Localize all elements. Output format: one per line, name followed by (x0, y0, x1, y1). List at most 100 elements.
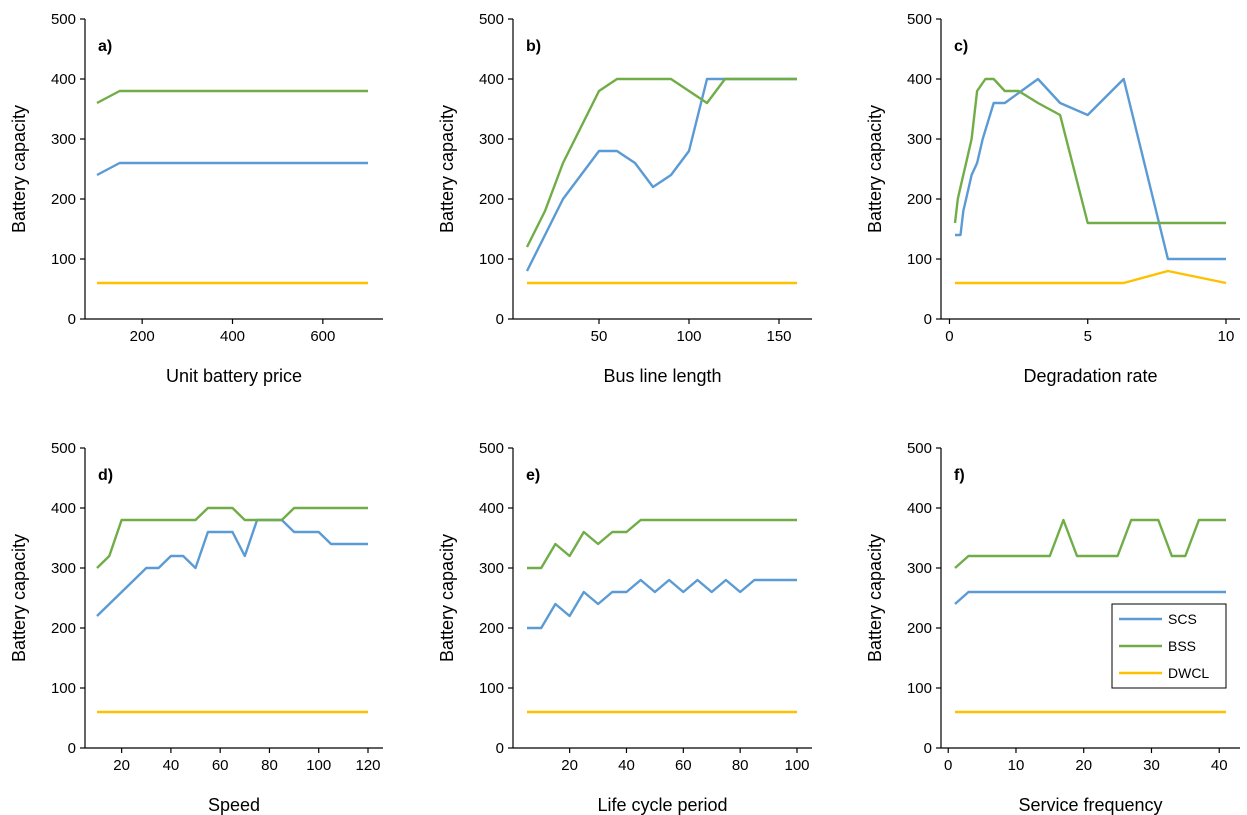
y-tick-label: 400 (479, 500, 504, 517)
x-tick-label: 100 (306, 757, 331, 774)
x-tick-label: 60 (675, 757, 692, 774)
x-tick-label: 10 (1008, 757, 1025, 774)
x-tick-label: 40 (1211, 757, 1228, 774)
panel-tag: d) (98, 467, 113, 484)
series-line-bss (954, 518, 1226, 569)
chart-panel-b: 0 100 200 300 400 500 50 100 150 Bus line length B… (437, 11, 812, 386)
series-line-scs (96, 518, 368, 617)
panel-tag: c) (954, 38, 968, 55)
x-tick-label: 5 (1084, 328, 1092, 345)
series-line-dwcl (955, 269, 1227, 285)
y-tick-label: 500 (479, 11, 504, 28)
y-axis-title: Battery capacity (9, 105, 29, 233)
y-tick-label: 200 (907, 620, 932, 637)
series-line-bss (96, 506, 368, 569)
x-axis-title: Service frequency (1018, 795, 1162, 815)
series-line-bss (525, 77, 797, 248)
y-tick-label: 300 (479, 560, 504, 577)
y-tick-label: 300 (907, 131, 932, 148)
y-axis-title: Battery capacity (437, 534, 457, 662)
x-tick-label: 600 (310, 328, 335, 345)
x-tick-label: 100 (784, 757, 809, 774)
series-line-bss (953, 77, 1226, 225)
y-tick-label: 0 (496, 311, 504, 328)
y-tick-label: 500 (51, 11, 76, 28)
x-tick-label: 30 (1143, 757, 1160, 774)
x-tick-label: 80 (732, 757, 749, 774)
y-tick-label: 500 (51, 440, 76, 457)
panel-tag: f) (954, 467, 965, 484)
x-tick-label: 400 (220, 328, 245, 345)
y-tick-label: 300 (479, 131, 504, 148)
x-tick-label: 200 (130, 328, 155, 345)
y-axis-title: Battery capacity (865, 105, 885, 233)
y-tick-label: 500 (907, 11, 932, 28)
x-tick-label: 120 (355, 757, 380, 774)
y-tick-label: 100 (51, 251, 76, 268)
y-tick-label: 100 (51, 680, 76, 697)
x-axis-title: Bus line length (603, 366, 721, 386)
x-tick-label: 0 (945, 328, 953, 345)
y-tick-label: 400 (51, 500, 76, 517)
y-tick-label: 0 (68, 311, 76, 328)
x-tick-label: 40 (618, 757, 635, 774)
x-axis-title: Speed (208, 795, 260, 815)
legend: SCS BSS DWCL (1111, 603, 1227, 689)
y-tick-label: 0 (68, 740, 76, 757)
y-tick-label: 0 (924, 740, 932, 757)
y-axis-title: Battery capacity (9, 534, 29, 662)
x-tick-label: 50 (591, 328, 608, 345)
chart-panel-a: 0 100 200 300 400 500 200 400 600 Unit battery pr… (9, 11, 383, 386)
y-tick-label: 400 (907, 71, 932, 88)
y-tick-label: 300 (51, 560, 76, 577)
panel-tag: b) (526, 38, 541, 55)
chart-panel-f: 0 100 200 300 400 500 0 10 20 30 40 Service frequen… (865, 440, 1240, 815)
y-tick-label: 200 (479, 191, 504, 208)
y-tick-label: 0 (496, 740, 504, 757)
x-tick-label: 150 (766, 328, 791, 345)
y-axis-title: Battery capacity (437, 105, 457, 233)
y-tick-label: 500 (479, 440, 504, 457)
panel-tag: a) (98, 38, 112, 55)
x-tick-label: 100 (676, 328, 701, 345)
x-tick-label: 0 (944, 757, 952, 774)
chart-panel-d: 0 100 200 300 400 500 20 40 60 80 100 120 Speed Batte… (9, 440, 383, 815)
legend-label-dwcl: DWCL (1168, 665, 1209, 681)
chart-panel-e: 0 100 200 300 400 500 20 40 60 80 100 Life cycle pe… (437, 440, 812, 815)
x-tick-label: 20 (1075, 757, 1092, 774)
legend-label-scs: SCS (1168, 611, 1197, 627)
y-tick-label: 500 (907, 440, 932, 457)
x-tick-label: 60 (212, 757, 229, 774)
y-tick-label: 100 (907, 251, 932, 268)
series-line-scs (525, 77, 797, 272)
series-line-scs (96, 161, 368, 177)
x-axis-title: Life cycle period (597, 795, 727, 815)
y-tick-label: 100 (479, 680, 504, 697)
y-tick-label: 200 (479, 620, 504, 637)
y-tick-label: 200 (51, 191, 76, 208)
chart-panel-c: 0 100 200 300 400 500 0 5 10 Degradation rate Batt… (865, 11, 1240, 386)
legend-label-bss: BSS (1168, 638, 1196, 654)
y-axis-title: Battery capacity (865, 534, 885, 662)
y-tick-label: 400 (907, 500, 932, 517)
y-tick-label: 0 (924, 311, 932, 328)
panel-tag: e) (526, 467, 540, 484)
y-tick-label: 200 (907, 191, 932, 208)
x-tick-label: 20 (561, 757, 578, 774)
x-tick-label: 20 (113, 757, 130, 774)
y-tick-label: 300 (907, 560, 932, 577)
series-line-scs (954, 590, 1226, 605)
x-tick-label: 10 (1218, 328, 1235, 345)
x-axis-title: Degradation rate (1023, 366, 1157, 386)
y-tick-label: 200 (51, 620, 76, 637)
x-axis-title: Unit battery price (166, 366, 302, 386)
y-tick-label: 400 (51, 71, 76, 88)
y-tick-label: 100 (907, 680, 932, 697)
series-line-scs (955, 77, 1226, 261)
y-tick-label: 400 (479, 71, 504, 88)
y-tick-label: 300 (51, 131, 76, 148)
series-line-bss (96, 89, 368, 105)
y-tick-label: 100 (479, 251, 504, 268)
series-line-scs (527, 578, 797, 630)
